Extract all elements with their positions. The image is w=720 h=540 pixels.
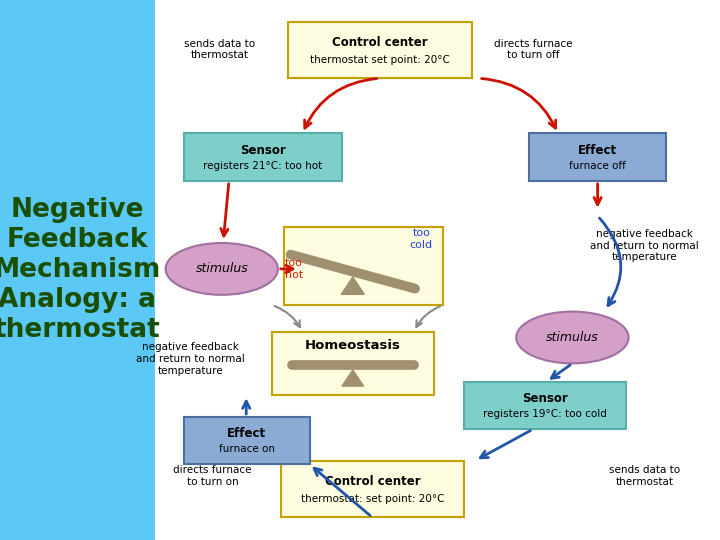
Text: Homeostasis: Homeostasis [305,339,401,352]
FancyBboxPatch shape [284,227,443,305]
Ellipse shape [516,312,629,363]
Text: sends data to
thermostat: sends data to thermostat [184,39,255,60]
Text: too
hot: too hot [284,258,303,280]
Text: Control center: Control center [332,36,428,49]
FancyBboxPatch shape [281,461,464,517]
Polygon shape [341,277,364,294]
Text: Control center: Control center [325,475,420,488]
Text: Effect: Effect [578,144,617,157]
Ellipse shape [166,243,278,295]
Text: registers 19°C: too cold: registers 19°C: too cold [483,409,608,419]
Text: negative feedback
and return to normal
temperature: negative feedback and return to normal t… [590,229,699,262]
Text: Sensor: Sensor [523,393,568,406]
Text: too
cold: too cold [410,228,433,250]
Text: directs furnace
to turn off: directs furnace to turn off [493,39,572,60]
FancyBboxPatch shape [464,382,626,429]
FancyBboxPatch shape [529,133,666,181]
Text: thermostat set point: 20°C: thermostat set point: 20°C [310,55,450,65]
Text: sends data to
thermostat: sends data to thermostat [609,465,680,487]
Text: registers 21°C: too hot: registers 21°C: too hot [203,161,323,171]
FancyBboxPatch shape [288,22,472,78]
FancyBboxPatch shape [184,133,342,181]
Text: negative feedback
and return to normal
temperature: negative feedback and return to normal t… [136,342,246,376]
Text: Effect: Effect [227,428,266,441]
Text: thermostat: set point: 20°C: thermostat: set point: 20°C [301,494,444,504]
Text: directs furnace
to turn on: directs furnace to turn on [173,465,252,487]
Text: Sensor: Sensor [240,144,286,157]
FancyBboxPatch shape [0,0,155,540]
Text: furnace on: furnace on [219,444,274,454]
Text: stimulus: stimulus [195,262,248,275]
FancyBboxPatch shape [272,332,434,395]
Text: stimulus: stimulus [546,331,599,344]
Text: furnace off: furnace off [570,161,626,171]
Text: Negative
Feedback
Mechanism
Analogy: a
thermostat: Negative Feedback Mechanism Analogy: a t… [0,197,161,343]
Polygon shape [342,370,364,386]
FancyBboxPatch shape [184,417,310,464]
